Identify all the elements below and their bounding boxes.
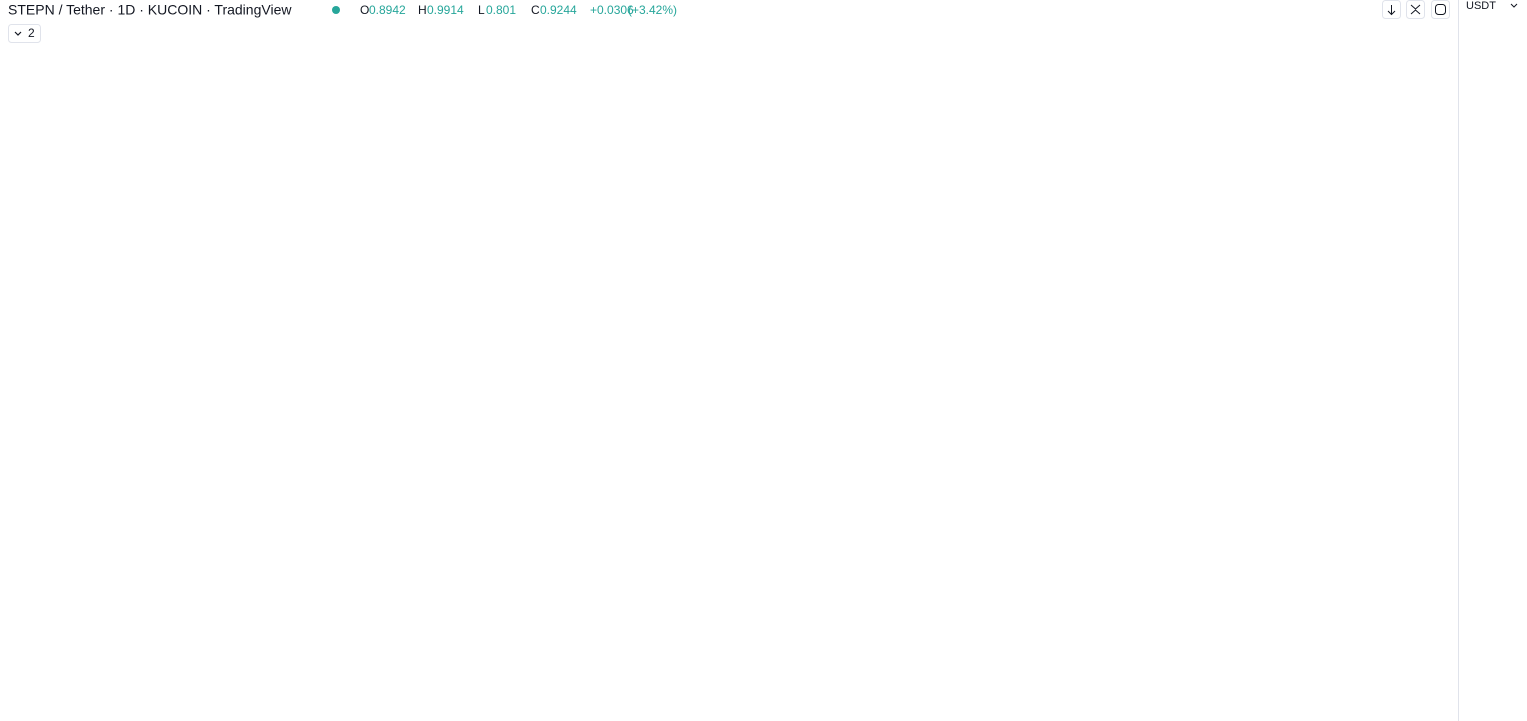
open-value: 0.8942 <box>369 3 406 17</box>
chevron-icon <box>14 31 22 36</box>
fit-icon <box>1410 4 1421 15</box>
indicators-count: 2 <box>28 26 35 40</box>
close-value: 0.9244 <box>540 3 577 17</box>
price-axis-bg <box>1458 0 1527 721</box>
currency-chevron <box>1510 3 1518 8</box>
low-value: 0.801 <box>486 3 516 17</box>
chart-title: STEPN / Tether · 1D · KUCOIN · TradingVi… <box>8 2 292 18</box>
low-label: L <box>478 3 485 17</box>
change-value: +0.0306 <box>590 3 634 17</box>
high-value: 0.9914 <box>427 3 464 17</box>
high-label: H <box>418 3 427 17</box>
close-label: C <box>531 3 540 17</box>
reset-icon <box>1435 4 1446 15</box>
open-label: O <box>360 3 369 17</box>
indicators-toggle[interactable]: 2 <box>8 24 41 43</box>
currency-label[interactable]: USDT <box>1466 0 1496 12</box>
arrow-icon <box>1387 5 1396 16</box>
toolbar <box>1382 0 1450 19</box>
reset-button[interactable] <box>1431 0 1450 19</box>
change-percent: (+3.42%) <box>628 3 677 17</box>
indicators-button[interactable] <box>8 24 41 43</box>
status-dot <box>332 6 340 14</box>
